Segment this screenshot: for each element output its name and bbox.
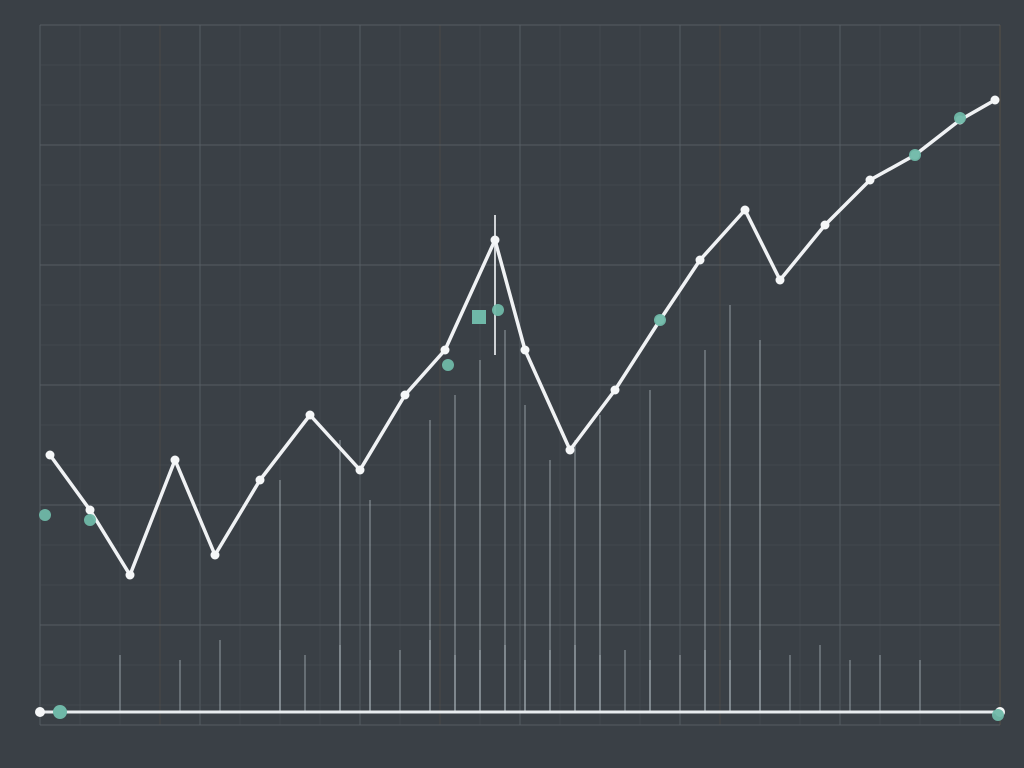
data-point — [401, 391, 410, 400]
data-point — [991, 96, 1000, 105]
accent-point — [992, 709, 1004, 721]
chart-canvas — [0, 0, 1024, 768]
accent-point — [39, 509, 51, 521]
accent-point — [84, 514, 96, 526]
data-point — [566, 446, 575, 455]
accent-point — [954, 112, 966, 124]
data-point — [491, 236, 500, 245]
accent-point — [654, 314, 666, 326]
data-point — [306, 411, 315, 420]
data-point — [611, 386, 620, 395]
data-point — [866, 176, 875, 185]
data-point — [441, 346, 450, 355]
data-point — [256, 476, 265, 485]
accent-point — [909, 149, 921, 161]
data-point — [211, 551, 220, 560]
accent-square — [472, 310, 486, 324]
data-point — [776, 276, 785, 285]
data-point — [126, 571, 135, 580]
accent-point — [492, 304, 504, 316]
data-point — [86, 506, 95, 515]
data-point — [521, 346, 530, 355]
data-point — [356, 466, 365, 475]
data-point — [46, 451, 55, 460]
data-point — [171, 456, 180, 465]
data-point — [696, 256, 705, 265]
data-point — [821, 221, 830, 230]
data-point — [741, 206, 750, 215]
line-chart — [0, 0, 1024, 768]
accent-point — [442, 359, 454, 371]
